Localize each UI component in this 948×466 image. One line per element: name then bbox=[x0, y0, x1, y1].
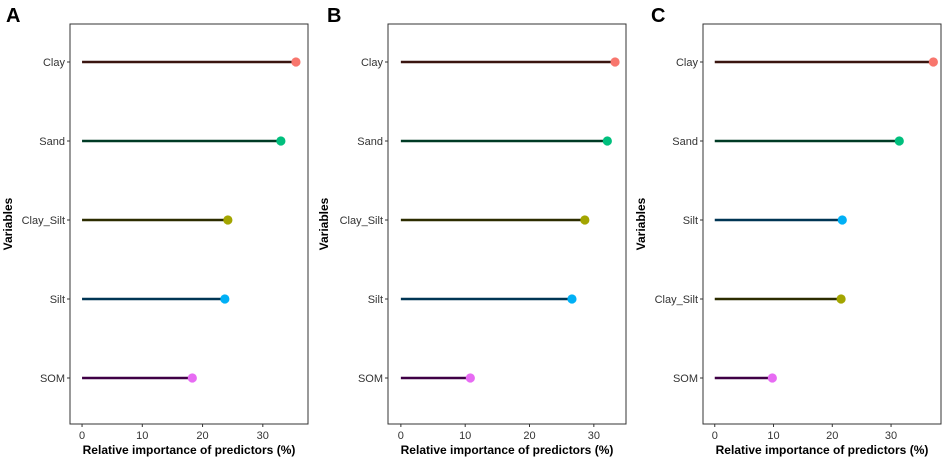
y-tick-label: Sand bbox=[672, 136, 698, 148]
y-tick-label: Clay bbox=[361, 57, 384, 69]
x-tick-label: 10 bbox=[136, 430, 148, 442]
panel-c: C Clay Sand Silt Clay_Silt SOM 0 10 20 30Relative… bbox=[634, 5, 941, 457]
panel-letter: C bbox=[651, 5, 665, 27]
x-tick-label: 0 bbox=[712, 430, 718, 442]
panel-b: B Clay Sand Clay_Silt Silt SOM 0 10 20 30Relative… bbox=[317, 5, 626, 457]
figure: AClaySandClay_SiltSiltSOM0 10 20 30Relative… bbox=[0, 0, 948, 466]
point-clay-silt bbox=[580, 215, 589, 224]
point-som bbox=[768, 373, 777, 382]
y-tick-label: SOM bbox=[40, 373, 65, 385]
x-axis-label: Relative importance of predictors (%) bbox=[83, 443, 296, 457]
y-tick-label: Clay bbox=[676, 57, 699, 69]
y-tick-label: Clay_Silt bbox=[22, 215, 65, 227]
point-clay bbox=[610, 57, 619, 66]
y-tick-label: Silt bbox=[368, 294, 383, 306]
x-tick-label: 30 bbox=[257, 430, 269, 442]
y-tick-label: Clay_Silt bbox=[655, 294, 698, 306]
point-sand bbox=[276, 136, 285, 145]
x-axis-label: Relative importance of predictors (%) bbox=[716, 443, 929, 457]
point-silt bbox=[567, 294, 576, 303]
x-tick-label: 10 bbox=[767, 430, 779, 442]
x-axis-label: Relative importance of predictors (%) bbox=[401, 443, 614, 457]
plot-frame bbox=[70, 24, 308, 424]
point-sand bbox=[895, 136, 904, 145]
y-tick-label: Silt bbox=[683, 215, 698, 227]
point-sand bbox=[603, 136, 612, 145]
x-tick-label: 20 bbox=[196, 430, 208, 442]
y-tick-label: Clay_Silt bbox=[340, 215, 383, 227]
y-tick-label: Clay bbox=[43, 57, 66, 69]
point-clay-silt bbox=[223, 215, 232, 224]
y-tick-label: Sand bbox=[357, 136, 383, 148]
point-som bbox=[466, 373, 475, 382]
point-silt bbox=[220, 294, 229, 303]
y-tick-label: SOM bbox=[673, 373, 698, 385]
x-tick-label: 20 bbox=[826, 430, 838, 442]
x-tick-label: 30 bbox=[885, 430, 897, 442]
point-som bbox=[188, 373, 197, 382]
point-clay-silt bbox=[836, 294, 845, 303]
panel-letter: B bbox=[327, 5, 341, 27]
x-tick-label: 30 bbox=[588, 430, 600, 442]
point-clay bbox=[291, 57, 300, 66]
x-tick-label: 0 bbox=[398, 430, 404, 442]
y-axis-label: Variables bbox=[1, 197, 15, 250]
plot-frame bbox=[388, 24, 626, 424]
y-axis-label: Variables bbox=[634, 197, 648, 250]
plot-frame bbox=[703, 24, 941, 424]
y-tick-label: Silt bbox=[50, 294, 65, 306]
point-clay bbox=[929, 57, 938, 66]
point-silt bbox=[838, 215, 847, 224]
x-tick-label: 20 bbox=[523, 430, 535, 442]
x-tick-label: 0 bbox=[79, 430, 85, 442]
x-tick-label: 10 bbox=[459, 430, 471, 442]
y-axis-label: Variables bbox=[317, 197, 331, 250]
y-tick-label: Sand bbox=[39, 136, 65, 148]
panel-a: A Clay Sand Clay_Silt Silt SOM 0 10 20 30Relative… bbox=[1, 5, 308, 457]
y-tick-label: SOM bbox=[358, 373, 383, 385]
panel-letter: A bbox=[6, 5, 20, 27]
